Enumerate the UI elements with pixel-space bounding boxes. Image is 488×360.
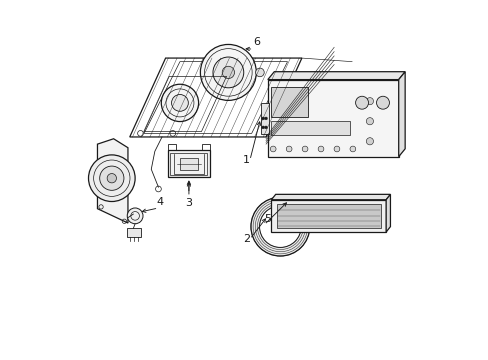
Circle shape	[366, 138, 373, 145]
Polygon shape	[97, 139, 128, 223]
Text: 3: 3	[185, 198, 192, 208]
Circle shape	[100, 166, 123, 190]
Polygon shape	[386, 194, 389, 232]
Circle shape	[318, 146, 323, 152]
FancyBboxPatch shape	[271, 200, 386, 232]
Text: 4: 4	[156, 197, 163, 207]
Circle shape	[349, 146, 355, 152]
Circle shape	[270, 146, 276, 152]
Text: 5: 5	[264, 215, 271, 224]
FancyBboxPatch shape	[168, 150, 209, 177]
FancyBboxPatch shape	[180, 158, 198, 170]
Circle shape	[200, 44, 256, 100]
Circle shape	[171, 95, 188, 111]
Polygon shape	[267, 72, 405, 80]
Circle shape	[366, 118, 373, 125]
Circle shape	[222, 66, 234, 78]
Circle shape	[302, 146, 307, 152]
FancyBboxPatch shape	[260, 103, 268, 134]
Text: 6: 6	[253, 37, 260, 47]
FancyBboxPatch shape	[267, 80, 398, 157]
Circle shape	[264, 117, 267, 120]
FancyBboxPatch shape	[276, 204, 380, 228]
Text: 2: 2	[242, 234, 249, 244]
Circle shape	[127, 208, 142, 224]
Circle shape	[213, 57, 243, 88]
Circle shape	[161, 84, 198, 122]
Text: 1: 1	[243, 155, 249, 165]
Circle shape	[333, 146, 339, 152]
Circle shape	[366, 98, 373, 105]
Circle shape	[355, 96, 368, 109]
Polygon shape	[126, 228, 141, 237]
Circle shape	[250, 197, 309, 256]
Circle shape	[259, 206, 301, 247]
Circle shape	[285, 146, 291, 152]
Circle shape	[88, 155, 135, 202]
Circle shape	[261, 126, 264, 129]
FancyBboxPatch shape	[271, 87, 307, 117]
Circle shape	[261, 117, 264, 120]
Circle shape	[376, 96, 388, 109]
Circle shape	[255, 68, 264, 77]
FancyBboxPatch shape	[271, 121, 349, 135]
Circle shape	[264, 126, 267, 129]
Polygon shape	[271, 194, 389, 200]
Polygon shape	[398, 72, 405, 157]
Circle shape	[107, 174, 116, 183]
